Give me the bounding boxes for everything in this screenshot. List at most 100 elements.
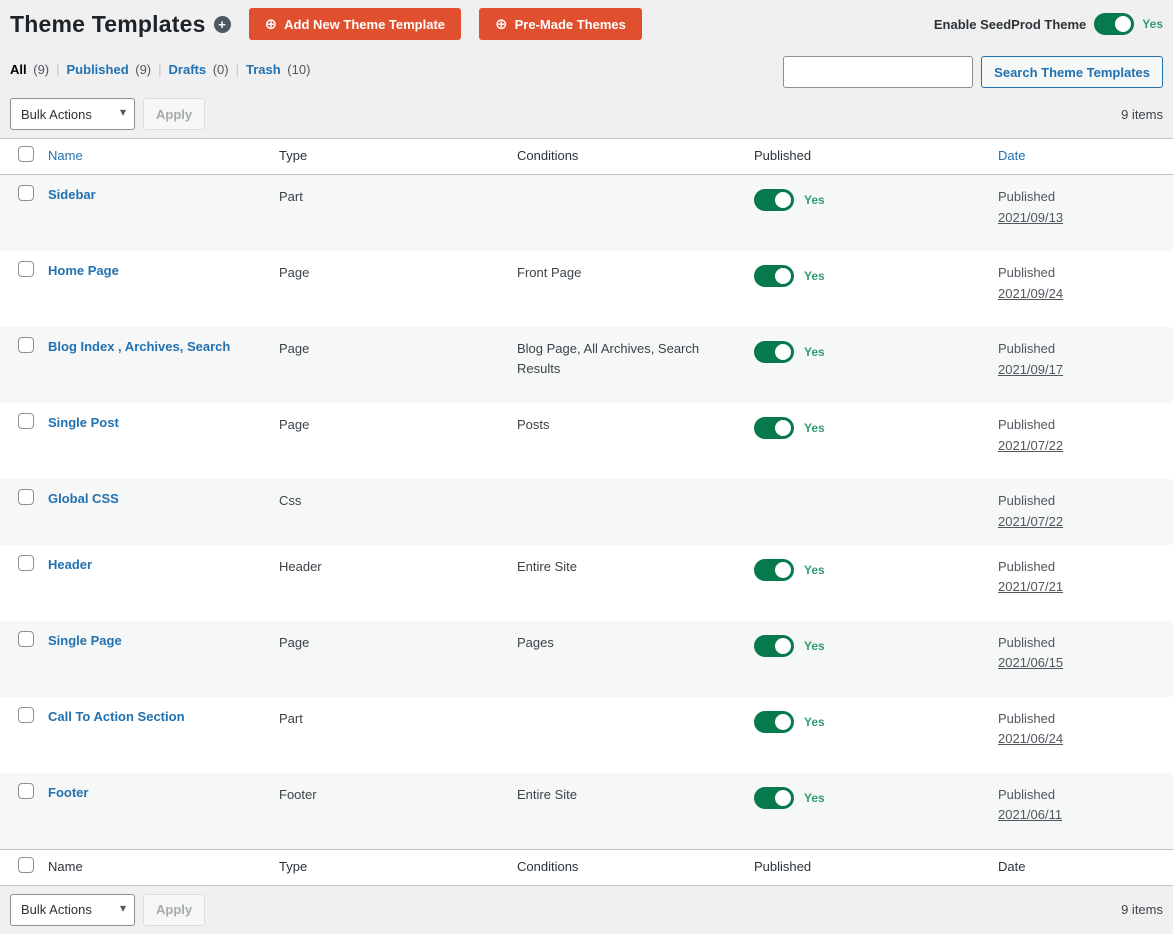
bulk-actions-select-bottom[interactable]: Bulk Actions xyxy=(10,893,135,926)
template-type: Css xyxy=(279,493,302,508)
title-plus-icon[interactable]: + xyxy=(213,15,231,33)
footer-column-type: Type xyxy=(279,858,308,874)
template-conditions: Entire Site xyxy=(517,558,577,574)
column-header-published: Published xyxy=(754,148,812,163)
template-name-link[interactable]: Sidebar xyxy=(48,187,96,202)
date-cell: Published 2021/07/22 xyxy=(998,403,1173,469)
table-body: Sidebar Part Yes Published 2021/09/13 Ho… xyxy=(0,175,1173,849)
page-title: Theme Templates xyxy=(10,10,206,37)
template-date-status: Published xyxy=(998,417,1056,432)
date-cell: Published 2021/06/24 xyxy=(998,697,1173,763)
template-name-link[interactable]: Blog Index , Archives, Search xyxy=(48,339,231,354)
filter-count: (10) xyxy=(283,62,311,77)
row-checkbox[interactable] xyxy=(18,413,34,429)
template-name-link[interactable]: Home Page xyxy=(48,263,119,278)
row-checkbox[interactable] xyxy=(18,337,34,353)
bulk-actions-select-wrap: Bulk Actions xyxy=(10,98,135,130)
template-name-link[interactable]: Call To Action Section xyxy=(48,708,185,724)
column-header-date[interactable]: Date xyxy=(998,139,1173,172)
published-toggle-label: Yes xyxy=(804,269,825,283)
table-row: Home Page Page Front Page Yes Published … xyxy=(0,251,1173,327)
template-type: Page xyxy=(279,265,310,280)
template-name-link[interactable]: Global CSS xyxy=(48,491,119,506)
toggle-knob xyxy=(775,268,791,284)
row-checkbox[interactable] xyxy=(18,554,34,571)
premade-themes-button[interactable]: ⊕ Pre-Made Themes xyxy=(479,8,642,40)
published-cell: Yes xyxy=(754,773,998,821)
template-type: Page xyxy=(279,417,310,432)
template-name-link[interactable]: Footer xyxy=(48,784,89,800)
filter-link-published[interactable]: Published (9) xyxy=(67,62,152,77)
search-theme-templates-input[interactable] xyxy=(783,56,974,88)
filter-separator: | xyxy=(158,62,162,77)
row-checkbox[interactable] xyxy=(18,706,34,723)
theme-templates-table: Name Type Conditions Published Date Side… xyxy=(0,138,1173,886)
template-date: 2021/09/24 xyxy=(998,285,1064,301)
published-cell xyxy=(754,479,998,505)
template-date: 2021/07/21 xyxy=(998,579,1064,595)
template-conditions: Front Page xyxy=(517,265,582,280)
bulk-actions-select[interactable]: Bulk Actions xyxy=(10,98,135,130)
date-cell: Published 2021/07/22 xyxy=(998,479,1173,545)
template-date-status: Published xyxy=(998,265,1056,280)
date-cell: Published 2021/07/21 xyxy=(998,545,1173,611)
template-name-link[interactable]: Single Page xyxy=(48,632,122,648)
sort-date-link[interactable]: Date xyxy=(998,148,1026,163)
published-toggle-label: Yes xyxy=(804,714,825,729)
row-checkbox[interactable] xyxy=(18,630,34,647)
published-cell: Yes xyxy=(754,403,998,451)
table-row: Sidebar Part Yes Published 2021/09/13 xyxy=(0,175,1173,251)
row-checkbox[interactable] xyxy=(18,261,34,277)
published-toggle[interactable] xyxy=(754,417,794,439)
template-name-link[interactable]: Single Post xyxy=(48,415,119,430)
filter-label: Drafts xyxy=(168,62,207,77)
published-toggle[interactable] xyxy=(754,341,794,363)
template-date-status: Published xyxy=(998,189,1056,204)
template-conditions: Pages xyxy=(517,634,554,650)
filter-link-all[interactable]: All (9) xyxy=(10,62,49,77)
apply-button-bottom[interactable]: Apply xyxy=(143,893,206,926)
row-checkbox[interactable] xyxy=(18,782,34,799)
published-cell: Yes xyxy=(754,545,998,593)
bulk-actions-select-wrap-bottom: Bulk Actions xyxy=(10,893,135,926)
row-checkbox[interactable] xyxy=(18,489,34,505)
add-new-theme-template-button[interactable]: ⊕ Add New Theme Template xyxy=(248,8,462,40)
row-checkbox[interactable] xyxy=(18,185,34,201)
sort-name-link[interactable]: Name xyxy=(48,148,83,163)
filter-link-trash[interactable]: Trash (10) xyxy=(246,62,310,77)
apply-button[interactable]: Apply xyxy=(143,98,206,130)
date-cell: Published 2021/06/15 xyxy=(998,621,1173,687)
toggle-knob xyxy=(1115,16,1132,32)
filter-count: (9) xyxy=(29,62,50,77)
template-date: 2021/06/15 xyxy=(998,655,1064,671)
table-row: Blog Index , Archives, Search Page Blog … xyxy=(0,327,1173,403)
premade-themes-label: Pre-Made Themes xyxy=(514,16,626,32)
select-all-checkbox-bottom[interactable] xyxy=(18,856,34,873)
published-toggle[interactable] xyxy=(754,189,794,211)
toggle-knob xyxy=(775,789,791,806)
table-row: Footer Footer Entire Site Yes Published … xyxy=(0,772,1173,849)
template-date: 2021/07/22 xyxy=(998,437,1064,453)
enable-seedprod-theme-toggle[interactable] xyxy=(1094,13,1135,35)
published-toggle[interactable] xyxy=(754,265,794,287)
table-row: Call To Action Section Part Yes Publishe… xyxy=(0,697,1173,773)
published-toggle[interactable] xyxy=(754,710,794,733)
published-toggle[interactable] xyxy=(754,558,794,581)
toggle-knob xyxy=(775,344,791,360)
published-toggle[interactable] xyxy=(754,786,794,809)
published-toggle-label: Yes xyxy=(804,193,825,207)
filter-search-band: All (9) | Published (9) | Drafts (0) | Trash (… xyxy=(0,40,1173,88)
template-name-link[interactable]: Header xyxy=(48,556,93,572)
footer-column-conditions: Conditions xyxy=(517,858,579,874)
published-cell: Yes xyxy=(754,327,998,375)
select-all-checkbox[interactable] xyxy=(18,146,34,162)
template-date: 2021/09/17 xyxy=(998,361,1064,377)
circled-plus-icon: ⊕ xyxy=(264,15,278,33)
published-toggle[interactable] xyxy=(754,634,794,657)
page-header: Theme Templates + ⊕ Add New Theme Templa… xyxy=(0,0,1173,40)
column-header-name[interactable]: Name xyxy=(40,139,279,172)
search-theme-templates-button[interactable]: Search Theme Templates xyxy=(981,56,1163,88)
template-type: Part xyxy=(279,710,303,726)
filter-link-drafts[interactable]: Drafts (0) xyxy=(169,62,229,77)
template-conditions: Entire Site xyxy=(517,786,577,802)
